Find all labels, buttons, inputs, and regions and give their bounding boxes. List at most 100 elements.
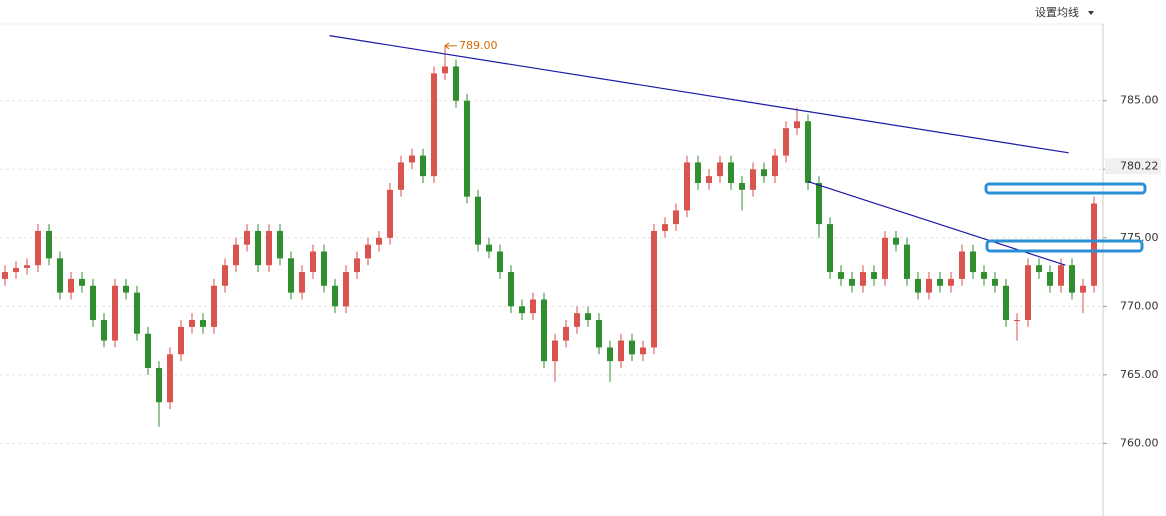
candle-body: [24, 265, 30, 268]
last-price-box: [1105, 158, 1161, 175]
candle-body: [739, 182, 745, 190]
candle-body: [926, 278, 932, 293]
candle-body: [519, 306, 525, 314]
candle-body: [57, 258, 63, 293]
ma-button[interactable]: 设置均线: [1035, 5, 1079, 19]
candle-body: [937, 278, 943, 286]
trendline: [329, 35, 1069, 154]
candle-body: [695, 162, 701, 183]
candle-body: [145, 333, 151, 368]
candle-body: [618, 340, 624, 362]
candle-body: [827, 224, 833, 273]
candle-body: [475, 196, 481, 245]
candle-body: [123, 285, 129, 293]
candle-body: [464, 100, 470, 197]
candle-body: [343, 272, 349, 307]
candle-body: [90, 285, 96, 321]
candle-body: [442, 66, 448, 74]
candle-body: [673, 210, 679, 225]
candle-body: [904, 244, 910, 279]
candle-body: [431, 73, 437, 177]
candle-body: [178, 326, 184, 355]
candle-body: [838, 272, 844, 279]
candle-body: [222, 265, 228, 286]
candle-body: [871, 272, 877, 279]
candle-body: [816, 182, 822, 225]
candle-body: [948, 278, 954, 286]
candle-body: [849, 278, 855, 286]
candle-body: [970, 251, 976, 273]
plot: 760.00765.00770.00775.00780.00785.00789.…: [0, 35, 1161, 449]
candle-body: [365, 244, 371, 259]
candle-body: [596, 320, 602, 348]
candle-body: [563, 326, 569, 341]
candle-body: [717, 162, 723, 177]
candle-body: [79, 278, 85, 286]
candle-body: [354, 258, 360, 273]
candle-body: [607, 347, 613, 362]
candle-body: [640, 347, 646, 355]
candle-body: [706, 176, 712, 183]
candle-body: [233, 244, 239, 266]
candle-body: [1036, 265, 1042, 273]
highlight-box: [985, 239, 1144, 253]
candle-body: [992, 278, 998, 286]
candle-body: [772, 155, 778, 177]
candle-body: [860, 272, 866, 286]
candle-body: [387, 189, 393, 238]
candle-body: [805, 121, 811, 183]
candle-body: [244, 230, 250, 245]
candle-body: [541, 299, 547, 362]
candle-body: [277, 230, 283, 259]
candle-body: [189, 320, 195, 327]
candle-body: [134, 292, 140, 334]
candle-body: [211, 285, 217, 327]
candle-body: [783, 128, 789, 156]
candle-body: [1003, 285, 1009, 321]
candle-body: [288, 258, 294, 293]
last-price-label: 780.22: [1120, 159, 1159, 172]
candle-body: [35, 230, 41, 266]
peak-arrow: [444, 42, 457, 50]
candle-body: [981, 272, 987, 279]
candle-body: [761, 169, 767, 177]
candle-body: [1014, 320, 1020, 322]
candle-body: [662, 224, 668, 231]
y-tick-label: 765.00: [1120, 368, 1159, 381]
candle-body: [398, 162, 404, 190]
y-tick-label: 770.00: [1120, 299, 1159, 312]
candle-body: [46, 230, 52, 259]
candle-body: [299, 272, 305, 293]
candle-body: [266, 230, 272, 266]
candle-body: [629, 340, 635, 355]
candle-body: [1091, 203, 1097, 286]
candle-body: [530, 299, 536, 314]
candle-body: [508, 272, 514, 307]
candle-body: [794, 121, 800, 129]
candle-body: [882, 237, 888, 279]
candle-body: [332, 285, 338, 307]
highlight-box: [984, 182, 1147, 195]
y-tick-label: 760.00: [1120, 436, 1159, 449]
candle-body: [1058, 265, 1064, 286]
candle-body: [409, 155, 415, 163]
candle-body: [321, 251, 327, 286]
candle-body: [651, 230, 657, 348]
candle-body: [13, 267, 19, 273]
peak-label: 789.00: [459, 39, 498, 52]
candle-body: [552, 340, 558, 362]
candle-body: [728, 162, 734, 183]
candle-body: [2, 272, 8, 279]
candle-body: [453, 66, 459, 101]
candle-body: [112, 285, 118, 341]
candle-body: [1047, 272, 1053, 286]
candle-body: [1069, 265, 1075, 293]
candle-body: [167, 354, 173, 403]
candle-body: [1025, 265, 1031, 321]
candle-body: [684, 162, 690, 211]
candle-body: [255, 230, 261, 266]
candle-body: [200, 320, 206, 327]
candle-body: [486, 244, 492, 252]
